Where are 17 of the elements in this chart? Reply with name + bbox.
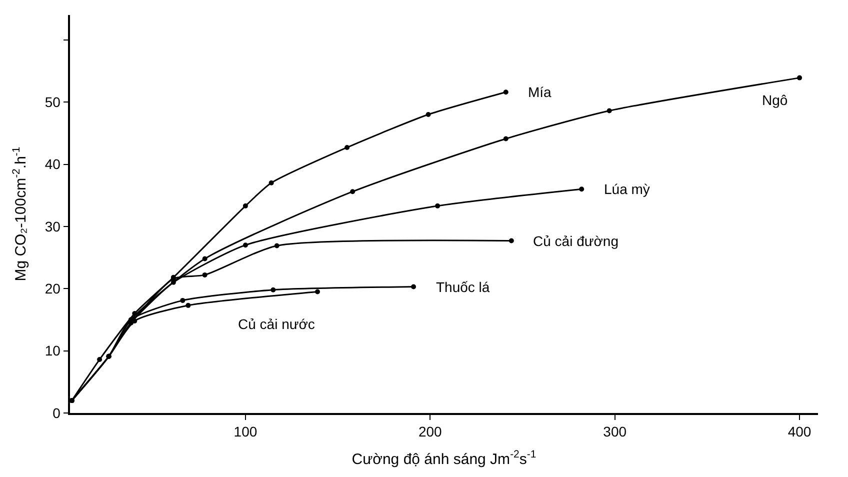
x-tick-label: 300 <box>603 424 627 440</box>
series-label: Thuốc lá <box>436 279 490 295</box>
y-tick-label: 30 <box>44 218 61 234</box>
y-tick-label: 10 <box>44 342 61 359</box>
series-label: Củ cải nước <box>238 316 315 332</box>
series-label: Củ cải đường <box>533 233 618 249</box>
y-tick-label: 20 <box>44 280 61 297</box>
x-axis-title: Cường độ ánh sáng Jm$^{-2}$s$^{-1}$ <box>352 448 536 468</box>
y-tick-label: 40 <box>44 156 61 172</box>
series-label: Mía <box>528 84 552 100</box>
x-tick-label: 100 <box>234 424 258 440</box>
y-tick-label: 0 <box>52 404 61 421</box>
x-tick-label: 200 <box>418 424 442 440</box>
y-tick-label: 50 <box>44 94 61 110</box>
series-label: Ngô <box>762 92 788 108</box>
x-tick-label: 400 <box>788 424 812 440</box>
series-label: Lúa mỳ <box>604 181 650 197</box>
